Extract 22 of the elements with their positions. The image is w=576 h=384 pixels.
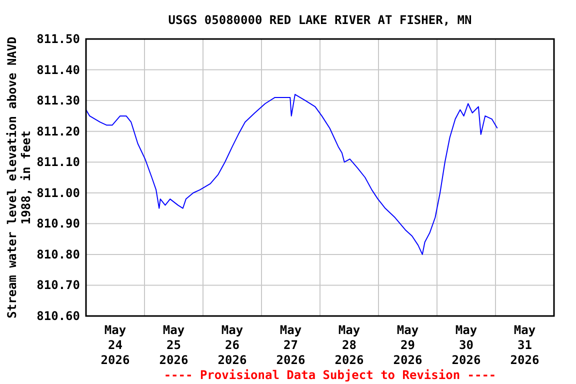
line-series bbox=[86, 94, 498, 255]
y-tick-label: 811.10 bbox=[36, 155, 80, 170]
chart-title: USGS 05080000 RED LAKE RIVER AT FISHER, MN bbox=[168, 13, 472, 27]
y-tick-label: 811.40 bbox=[36, 62, 80, 77]
x-tick-label: May 28 2026 bbox=[334, 323, 364, 367]
y-tick-label: 810.80 bbox=[36, 247, 80, 262]
y-tick-label: 811.00 bbox=[36, 186, 80, 200]
x-tick-label: May 24 2026 bbox=[100, 323, 130, 367]
y-tick-label: 810.60 bbox=[36, 309, 80, 323]
x-tick-label: May 30 2026 bbox=[452, 323, 481, 367]
y-tick-label: 811.30 bbox=[36, 94, 80, 108]
text: ---- Provisional Data Subject to Revision ---- bbox=[164, 368, 496, 382]
x-tick-label: May 27 2026 bbox=[276, 323, 306, 367]
x-tick-label: May 29 2026 bbox=[393, 323, 422, 367]
x-tick-label: May 26 2026 bbox=[218, 323, 247, 367]
y-tick-label: 811.20 bbox=[36, 124, 80, 138]
y-tick-label: 810.70 bbox=[36, 278, 80, 292]
x-tick-label: May 31 2026 bbox=[510, 323, 540, 367]
y-axis-title: Stream water level elevation above NAVD 1988, in feet bbox=[5, 36, 33, 318]
y-tick-label: 810.90 bbox=[36, 216, 80, 231]
x-tick-label: May 25 2026 bbox=[159, 323, 188, 367]
y-tick-label: 811.50 bbox=[36, 32, 80, 46]
